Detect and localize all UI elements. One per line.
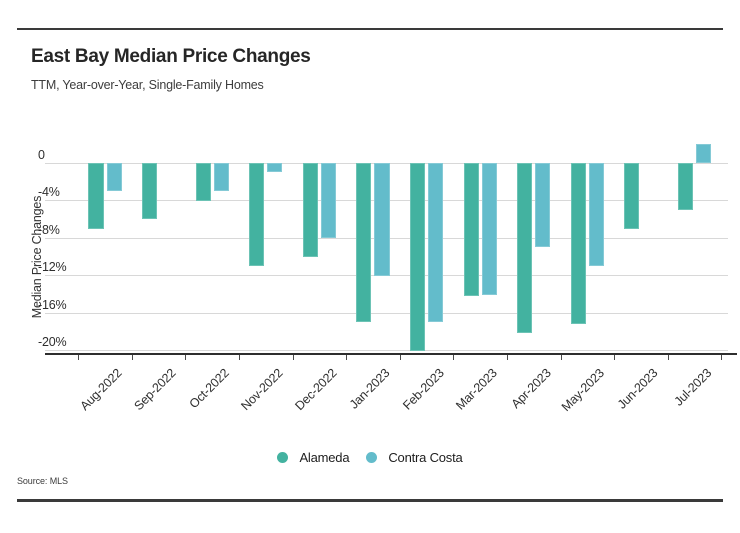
x-tick-label: Dec-2022 <box>292 366 340 414</box>
x-tick-label: Mar-2023 <box>453 366 501 413</box>
x-axis-tick <box>185 354 187 360</box>
x-tick-label: Feb-2023 <box>399 366 447 413</box>
y-tick-label: -12% <box>38 260 67 274</box>
bar-contra-costa-jul-2023 <box>695 144 712 163</box>
source-note: Source: MLS <box>17 476 68 486</box>
bar-alameda-mar-2023 <box>463 163 479 297</box>
bar-alameda-apr-2023 <box>517 163 533 333</box>
legend-dot-icon <box>277 451 289 463</box>
x-axis-tick <box>399 354 401 360</box>
bar-alameda-oct-2022 <box>195 163 211 201</box>
x-axis-tick <box>721 354 723 360</box>
x-tick-label: Sep-2022 <box>131 366 179 414</box>
legend-item: Alameda <box>277 449 350 465</box>
legend-item: Contra Costa <box>366 449 463 465</box>
x-tick-label: Oct-2022 <box>187 366 233 412</box>
bar-contra-costa-apr-2023 <box>535 163 551 248</box>
y-tick-label: -20% <box>38 335 67 349</box>
y-tick-label: -4% <box>38 185 60 199</box>
bar-contra-costa-aug-2022 <box>106 163 122 192</box>
bottom-divider <box>17 499 723 502</box>
bar-contra-costa-may-2023 <box>588 163 604 267</box>
x-axis-tick <box>560 354 562 360</box>
bar-contra-costa-oct-2022 <box>213 163 229 192</box>
y-tick-label: 0 <box>38 147 45 162</box>
x-tick-label: May-2023 <box>559 366 608 415</box>
gridline <box>45 275 728 276</box>
bar-alameda-aug-2022 <box>88 163 104 229</box>
bar-alameda-feb-2023 <box>409 163 426 351</box>
x-axis-tick <box>292 354 294 360</box>
x-axis-tick <box>667 354 669 360</box>
bar-contra-costa-mar-2023 <box>481 163 497 296</box>
gridline <box>45 312 728 314</box>
x-axis-tick <box>453 354 455 360</box>
x-tick-label: Jan-2023 <box>347 366 393 412</box>
legend: Alameda Contra Costa <box>0 447 740 467</box>
bar-alameda-jan-2023 <box>356 163 372 323</box>
bar-alameda-nov-2022 <box>249 163 265 267</box>
x-axis-line <box>45 352 737 355</box>
bar-alameda-jul-2023 <box>677 163 693 210</box>
x-axis-tick <box>131 354 133 360</box>
bar-contra-costa-nov-2022 <box>267 163 283 173</box>
x-tick-label: Apr-2023 <box>508 366 554 412</box>
bar-contra-costa-feb-2023 <box>428 163 444 323</box>
chart-subtitle: TTM, Year-over-Year, Single-Family Homes <box>31 78 264 92</box>
bar-alameda-jun-2023 <box>624 163 640 229</box>
y-tick-label: -8% <box>38 222 60 237</box>
y-tick-label: -16% <box>38 297 67 312</box>
x-axis-tick <box>239 354 241 360</box>
x-axis-tick <box>346 354 348 360</box>
x-tick-label: Jun-2023 <box>615 366 661 412</box>
legend-label: Contra Costa <box>388 449 463 465</box>
legend-dot-icon <box>366 451 378 463</box>
x-tick-label: Aug-2022 <box>77 366 125 414</box>
bar-alameda-may-2023 <box>570 163 586 325</box>
x-tick-label: Jul-2023 <box>671 366 715 409</box>
bar-contra-costa-jan-2023 <box>374 163 390 276</box>
legend-label: Alameda <box>299 449 350 465</box>
gridline <box>45 350 728 351</box>
bar-contra-costa-dec-2022 <box>320 163 336 238</box>
top-divider <box>17 28 723 30</box>
x-tick-label: Nov-2022 <box>238 366 286 414</box>
chart-title: East Bay Median Price Changes <box>31 46 311 67</box>
x-axis-tick <box>78 354 80 360</box>
x-axis-tick <box>614 354 616 360</box>
bar-alameda-sep-2022 <box>142 163 158 220</box>
bar-alameda-dec-2022 <box>302 163 318 257</box>
x-axis-tick <box>506 354 508 360</box>
